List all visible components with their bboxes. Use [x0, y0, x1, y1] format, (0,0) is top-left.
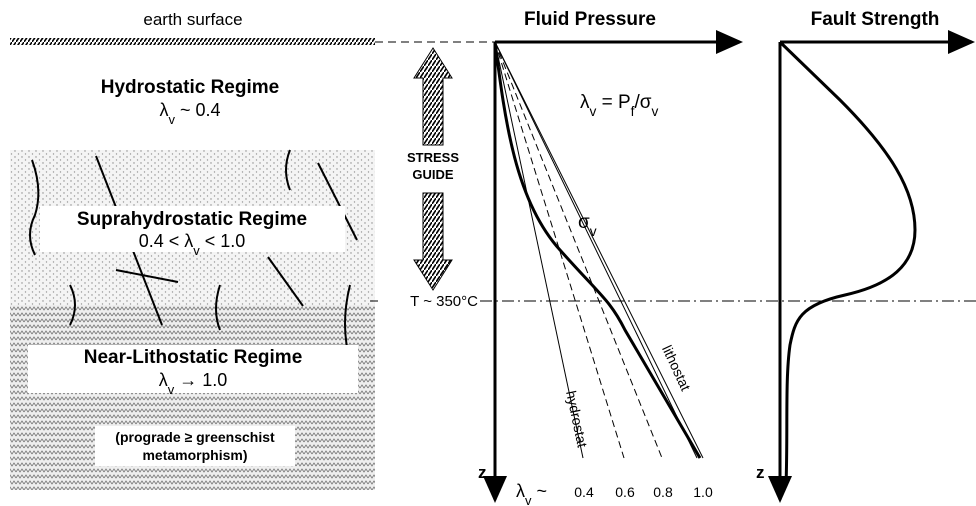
label-part: /σ	[634, 92, 651, 113]
note: (prograde ≥ greenschist	[115, 429, 275, 445]
ratio-label: 1.0	[693, 484, 713, 500]
label-part: < 1.0	[200, 231, 246, 251]
ratio-label: 0.4	[574, 484, 594, 500]
regime-name: Near-Lithostatic Regime	[84, 347, 303, 368]
pressure-curve	[493, 41, 702, 459]
note: metamorphism)	[142, 447, 247, 463]
isotherm-label: T ~ 350°C	[410, 293, 478, 310]
label-part: ~ 0.4	[175, 100, 221, 120]
label-part: σ	[578, 212, 590, 233]
lithostat-label: lithostat	[659, 343, 694, 394]
regime-name: Suprahydrostatic Regime	[77, 209, 307, 230]
z-label: z	[478, 463, 487, 482]
label-bg	[40, 206, 345, 252]
subscript: v	[652, 104, 659, 119]
regime-condition: λv → 1.0	[159, 370, 228, 397]
sigma-label: σv	[578, 212, 597, 239]
subscript: f	[631, 104, 635, 119]
label-part: λ	[580, 92, 590, 113]
label-bg	[95, 426, 295, 466]
regime-condition: λv ~ 0.4	[159, 100, 220, 127]
surface-label: earth surface	[143, 10, 242, 29]
hydrostat-label: hydrostat	[563, 389, 591, 449]
gradient-lines	[494, 41, 704, 459]
label-part: → 1.0	[174, 370, 227, 390]
subscript: v	[193, 243, 200, 258]
lambda-prefix: λv ~	[516, 481, 547, 506]
equation: λv = Pf/σv	[580, 92, 659, 119]
panel-title: Fluid Pressure	[524, 9, 656, 30]
label-bg	[378, 292, 478, 310]
regime-name: Hydrostatic Regime	[101, 77, 279, 98]
z-label: z	[756, 463, 765, 482]
label-part: ~	[531, 481, 547, 501]
ratio-label: 0.8	[653, 484, 673, 500]
label-part: λ	[516, 481, 525, 501]
strength-curve	[778, 40, 917, 486]
stress-guide: GUIDE	[412, 167, 454, 182]
subscript: v	[168, 112, 175, 127]
label-part: = P	[596, 92, 630, 113]
surface-bar	[10, 38, 375, 45]
label-part: λ	[159, 100, 168, 120]
stress-guide: STRESS	[407, 150, 459, 165]
ratio-label: 0.6	[615, 484, 635, 500]
panel-title: Fault Strength	[811, 9, 940, 30]
subscript: v	[590, 224, 597, 239]
label-bg	[28, 345, 358, 393]
subscript: v	[168, 382, 175, 397]
regime-condition: 0.4 < λv < 1.0	[139, 231, 246, 258]
label-part: 0.4 < λ	[139, 231, 194, 251]
subscript: v	[525, 493, 532, 506]
subscript: v	[590, 104, 597, 119]
label-part: λ	[159, 370, 168, 390]
stress-arrow-up	[413, 47, 453, 146]
stress-arrow-down	[413, 192, 453, 291]
